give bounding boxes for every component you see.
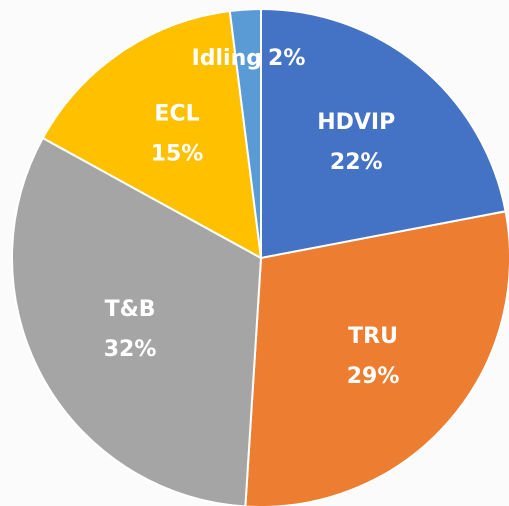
pie-slice bbox=[41, 9, 263, 260]
value-label: 32% bbox=[104, 337, 157, 362]
category-label: ECL bbox=[154, 101, 199, 126]
slice-label: Idling 2% bbox=[192, 46, 306, 71]
value-label: 22% bbox=[330, 150, 383, 175]
category-label: Idling bbox=[192, 46, 262, 71]
category-label: HDVIP bbox=[317, 110, 395, 135]
value-label: 15% bbox=[151, 141, 204, 166]
pie-slice bbox=[244, 210, 509, 506]
pie-slice bbox=[11, 136, 263, 506]
pie-slice bbox=[260, 7, 507, 260]
value-label: 2% bbox=[268, 46, 305, 71]
category-label: TRU bbox=[348, 324, 398, 349]
pie-slice bbox=[228, 7, 262, 259]
category-label: T&B bbox=[105, 297, 156, 322]
value-label: 29% bbox=[347, 364, 400, 389]
